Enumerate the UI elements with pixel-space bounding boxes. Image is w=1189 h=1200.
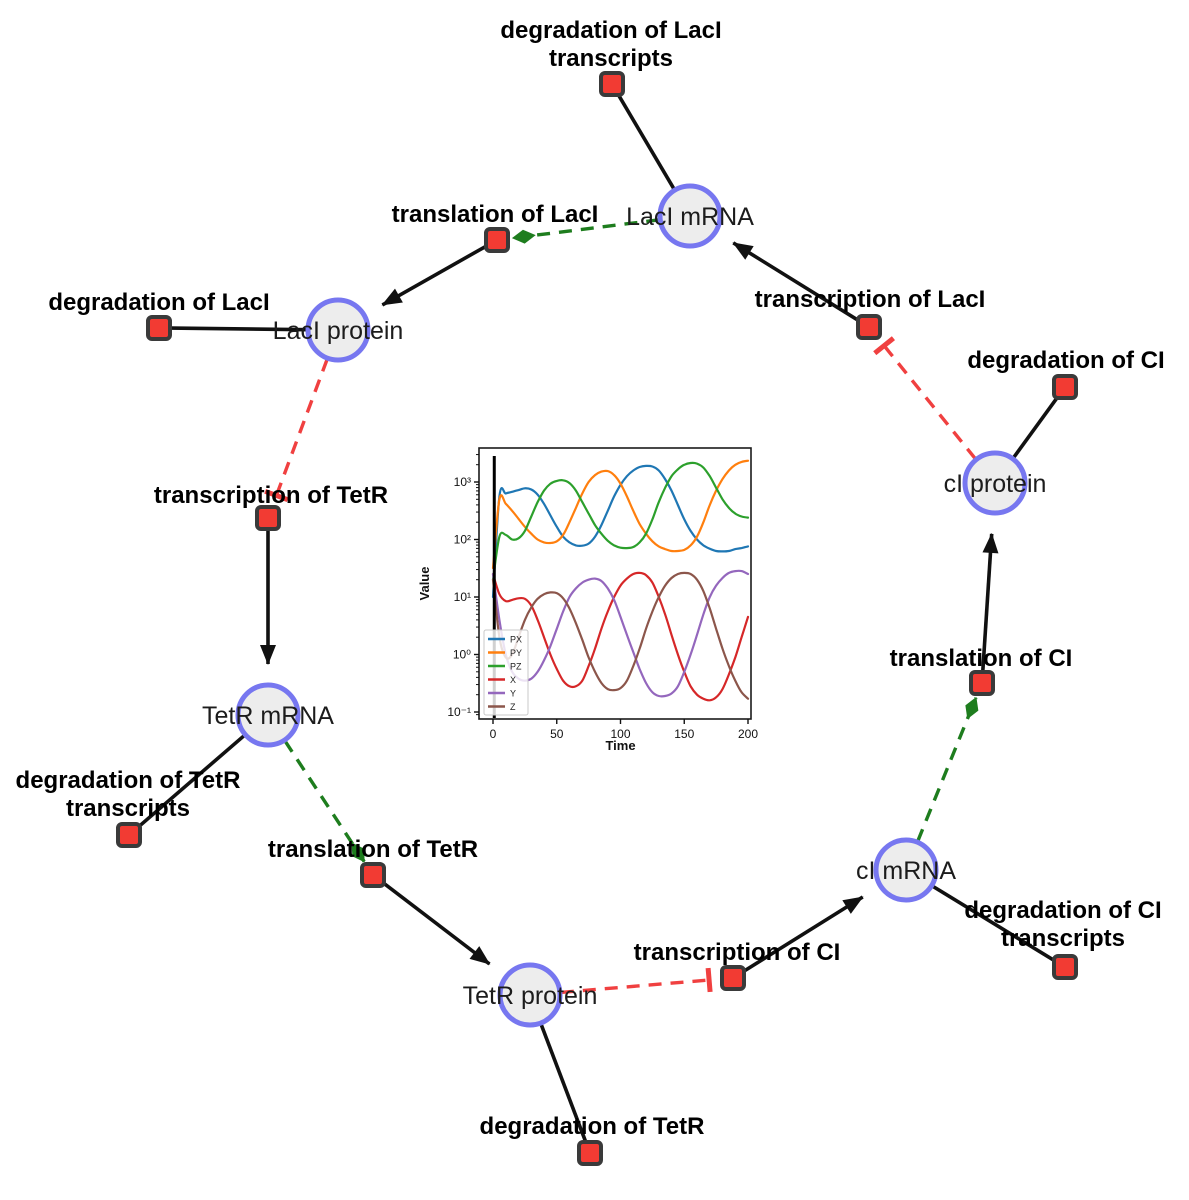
reaction-label-transl_laci: translation of LacI <box>392 201 599 228</box>
reaction-label-deg_tetr_tx: degradation of TetR transcripts <box>16 767 241 822</box>
edge-production-transl_laci-laci_protein <box>381 244 488 307</box>
x-tick-label: 0 <box>490 727 497 741</box>
legend-label-PX: PX <box>510 635 522 645</box>
reaction-node-deg_laci[interactable] <box>146 315 172 341</box>
reaction-node-deg_laci_tx[interactable] <box>599 71 625 97</box>
edge-consumption-ci_mrna-deg_ci_tx <box>931 884 1056 963</box>
edge-consumption-laci_mrna-deg_laci_tx <box>616 93 676 191</box>
reaction-node-txn_laci[interactable] <box>856 314 882 340</box>
reaction-label-deg_tetr: degradation of TetR <box>480 1113 705 1140</box>
edge-consumption-laci_protein-deg_laci <box>170 326 308 332</box>
species-label-ci_protein: cI protein <box>944 470 1047 498</box>
species-node-tetr_mrna[interactable] <box>235 682 301 748</box>
series-PY <box>491 459 750 570</box>
reaction-node-txn_ci[interactable] <box>720 965 746 991</box>
reaction-label-deg_ci: degradation of CI <box>967 347 1164 374</box>
reaction-label-transl_ci: translation of CI <box>890 645 1073 672</box>
reaction-node-deg_tetr_tx[interactable] <box>116 822 142 848</box>
edge-production-txn_laci-laci_mrna <box>732 241 860 323</box>
reaction-label-txn_laci: transcription of LacI <box>755 286 986 313</box>
species-label-tetr_protein: TetR protein <box>463 982 598 1010</box>
species-label-laci_mrna: LacI mRNA <box>626 203 754 231</box>
legend-label-Y: Y <box>510 689 516 699</box>
edges-layer <box>136 93 1060 1143</box>
species-node-tetr_protein[interactable] <box>497 962 563 1028</box>
y-tick-label: 10³ <box>454 475 471 489</box>
reaction-label-deg_laci: degradation of LacI <box>48 289 269 316</box>
series-PZ <box>491 461 750 581</box>
y-tick-label: 10² <box>454 533 471 547</box>
edge-inhibition-ci_protein-txn_laci <box>873 336 977 460</box>
labels-layer: degradation of LacI transcripts translatio… <box>16 17 1165 1140</box>
x-tick-label: 150 <box>674 727 694 741</box>
reaction-label-txn_tetr: transcription of TetR <box>154 482 388 509</box>
species-label-tetr_mrna: TetR mRNA <box>202 702 334 730</box>
series-X <box>491 571 750 702</box>
species-node-laci_protein[interactable] <box>305 297 371 363</box>
species-node-laci_mrna[interactable] <box>657 183 723 249</box>
x-tick-label: 200 <box>738 727 758 741</box>
species-node-ci_protein[interactable] <box>962 450 1028 516</box>
edge-inhibition-tetr_protein-txn_ci <box>560 967 713 995</box>
edge-production-txn_ci-ci_mrna <box>742 895 864 974</box>
legend-label-Z: Z <box>510 702 516 712</box>
species-node-ci_mrna[interactable] <box>873 837 939 903</box>
edge-modifier-ci_mrna-transl_ci <box>916 696 979 842</box>
y-tick-label: 10¹ <box>454 590 471 604</box>
edge-modifier-tetr_mrna-transl_tetr <box>283 739 366 863</box>
reaction-node-deg_ci_tx[interactable] <box>1052 954 1078 980</box>
y-tick-label: 10⁰ <box>453 648 471 662</box>
reaction-node-deg_tetr[interactable] <box>577 1140 603 1166</box>
edge-production-transl_tetr-tetr_protein <box>381 880 491 966</box>
y-axis-title: Value <box>417 567 432 601</box>
edge-modifier-laci_mrna-transl_laci <box>511 218 660 244</box>
y-tick-label: 10⁻¹ <box>447 705 471 719</box>
x-tick-label: 50 <box>550 727 564 741</box>
species-label-ci_mrna: cI mRNA <box>856 857 956 885</box>
reaction-label-transl_tetr: translation of TetR <box>268 836 478 863</box>
edge-consumption-tetr_protein-deg_tetr <box>539 1023 588 1143</box>
reaction-node-deg_ci[interactable] <box>1052 374 1078 400</box>
nodes-layer <box>116 71 1078 1166</box>
edge-consumption-tetr_mrna-deg_tetr_tx <box>136 733 246 829</box>
series-Z <box>491 571 750 700</box>
legend-label-PZ: PZ <box>510 662 522 672</box>
inset-chart: 0 50 100 150 200 10³ 10² 10¹ 10⁰ 10⁻¹ Time Value PX P… <box>417 434 767 763</box>
edge-production-transl_ci-ci_protein <box>981 532 999 672</box>
edge-inhibition-laci_protein-txn_tetr <box>264 358 329 503</box>
edge-consumption-ci_protein-deg_ci <box>1011 395 1060 460</box>
reaction-label-deg_ci_tx: degradation of CI transcripts <box>964 897 1161 952</box>
reaction-node-txn_tetr[interactable] <box>255 505 281 531</box>
legend-label-PY: PY <box>510 648 522 658</box>
reaction-node-transl_laci[interactable] <box>484 227 510 253</box>
reaction-label-txn_ci: transcription of CI <box>634 939 841 966</box>
reaction-label-deg_laci_tx: degradation of LacI transcripts <box>500 17 721 72</box>
series-PX <box>491 464 750 599</box>
series-Y <box>491 569 750 698</box>
x-tick-label: 100 <box>610 727 630 741</box>
reaction-node-transl_tetr[interactable] <box>360 862 386 888</box>
x-axis-title: Time <box>605 738 635 753</box>
reaction-node-transl_ci[interactable] <box>969 670 995 696</box>
legend-label-X: X <box>510 675 516 685</box>
species-label-laci_protein: LacI protein <box>273 317 404 345</box>
